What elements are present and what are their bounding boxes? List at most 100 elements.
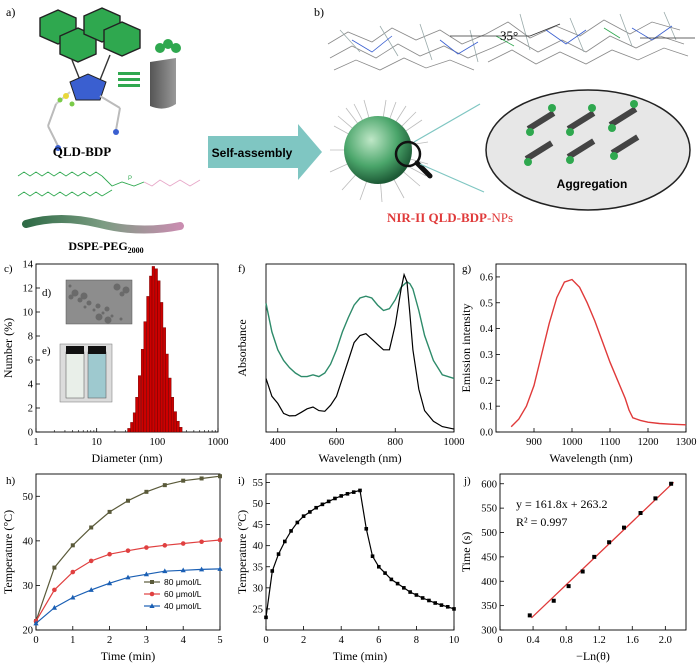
dspe-structure: P: [17, 171, 201, 197]
y-axis-label: Temperature (°C): [1, 510, 15, 594]
data-point: [377, 564, 381, 569]
fit-r-squared: R² = 0.997: [516, 515, 567, 529]
y-tick-label: 0.5: [480, 298, 493, 309]
panel-a-label: a): [6, 5, 15, 19]
tem-particle: [83, 305, 87, 309]
histogram-bar: [160, 302, 164, 433]
x-tick-label: 10: [449, 635, 460, 646]
legend-label: 80 μmol/L: [164, 577, 202, 587]
x-tick-label: 1200: [638, 437, 659, 448]
x-tick-label: 8: [414, 635, 419, 646]
data-point: [408, 590, 412, 594]
data-point: [143, 571, 149, 577]
data-point: [89, 525, 94, 530]
x-tick-label: 0.8: [560, 635, 573, 646]
x-tick-label: 4: [181, 635, 187, 646]
data-point: [125, 574, 131, 580]
tem-particle: [104, 306, 110, 312]
histogram-bar: [176, 421, 180, 433]
chart-f-absorbance: f) 400 600 800 1000 Wavelength (nm) Absorbance: [235, 263, 465, 465]
y-tick-label: 12: [23, 284, 34, 295]
data-point: [395, 581, 400, 586]
y-tick-label: 450: [481, 552, 497, 563]
y-tick-label: 2: [28, 404, 33, 415]
y-tick-label: 300: [481, 626, 497, 637]
vial-water: [65, 351, 85, 399]
tem-particle: [86, 300, 92, 306]
x-axis-label: Wavelength (nm): [318, 451, 401, 465]
y-tick-label: 40: [23, 536, 34, 547]
data-point: [314, 505, 318, 510]
tem-particle: [80, 292, 88, 300]
y-tick-label: 50: [23, 492, 34, 503]
data-point: [283, 539, 287, 544]
data-point: [433, 601, 437, 605]
y-tick-label: 0.0: [480, 428, 493, 439]
x-tick-label: 400: [270, 437, 286, 448]
data-point: [199, 539, 204, 545]
data-point: [51, 604, 57, 610]
panel-b-label: b): [314, 5, 324, 19]
data-point: [551, 598, 556, 603]
plot-frame: [35, 473, 221, 631]
data-point: [326, 499, 331, 504]
y-tick-label: 35: [253, 562, 264, 573]
data-point: [144, 489, 149, 494]
crystal-packing: [327, 11, 695, 71]
legend-marker: [149, 591, 155, 597]
plot-frame: [499, 473, 687, 631]
equivalence-sign: [118, 72, 140, 87]
chart-h-heating-curves: h) 0 1 2 3 4 5 20 30 40 50 Time (min) Temperature (°…: [1, 473, 223, 663]
data-point: [439, 603, 444, 607]
y-tick-label: 45: [253, 520, 264, 531]
histogram-bar: [127, 428, 131, 433]
y-tick-label: 14: [23, 260, 34, 271]
data-point: [295, 520, 300, 525]
legend-marker: [149, 603, 155, 608]
tem-particle: [104, 316, 112, 324]
x-tick-label: 2: [107, 635, 112, 646]
data-point: [445, 605, 450, 609]
data-point: [217, 566, 223, 571]
x-tick-label: 0: [263, 635, 268, 646]
y-tick-label: 10: [23, 308, 34, 319]
data-point: [383, 571, 387, 575]
data-point: [162, 568, 168, 574]
data-point: [580, 569, 585, 574]
data-point: [452, 607, 456, 611]
y-tick-label: 0.2: [480, 376, 493, 387]
tem-particle: [95, 313, 103, 321]
molecule-label: QLD-BDP: [53, 144, 112, 159]
series-line-black: [265, 272, 455, 430]
inset-d-label: d): [42, 287, 52, 299]
x-axis-label: Time (min): [333, 649, 388, 663]
histogram-bar: [157, 280, 161, 433]
series-line-green: [265, 281, 455, 380]
data-point: [107, 509, 112, 514]
fit-equation: y = 161.8x + 263.2: [516, 497, 608, 511]
data-point: [180, 541, 186, 546]
series-line: [265, 489, 455, 618]
histogram-bar: [173, 411, 177, 433]
tem-particle: [119, 317, 123, 321]
data-point: [527, 613, 532, 618]
tem-particle: [95, 303, 101, 309]
data-point: [320, 502, 325, 507]
histogram-bar: [140, 349, 145, 433]
y-tick-label: 8: [28, 332, 33, 343]
self-assembly-arrow: Self-assembly: [208, 124, 322, 180]
data-point: [70, 569, 76, 575]
data-point: [33, 620, 39, 626]
x-tick-label: 0.4: [527, 635, 541, 646]
vial-nanoparticles: [87, 351, 107, 399]
data-point: [107, 580, 113, 586]
tem-particle: [113, 283, 121, 291]
data-point: [125, 548, 131, 553]
y-tick-label: 6: [28, 356, 33, 367]
y-axis-label: Emission intensity: [459, 303, 473, 392]
histogram-bar: [168, 377, 172, 433]
data-point: [264, 615, 268, 620]
tem-particle: [68, 284, 72, 288]
